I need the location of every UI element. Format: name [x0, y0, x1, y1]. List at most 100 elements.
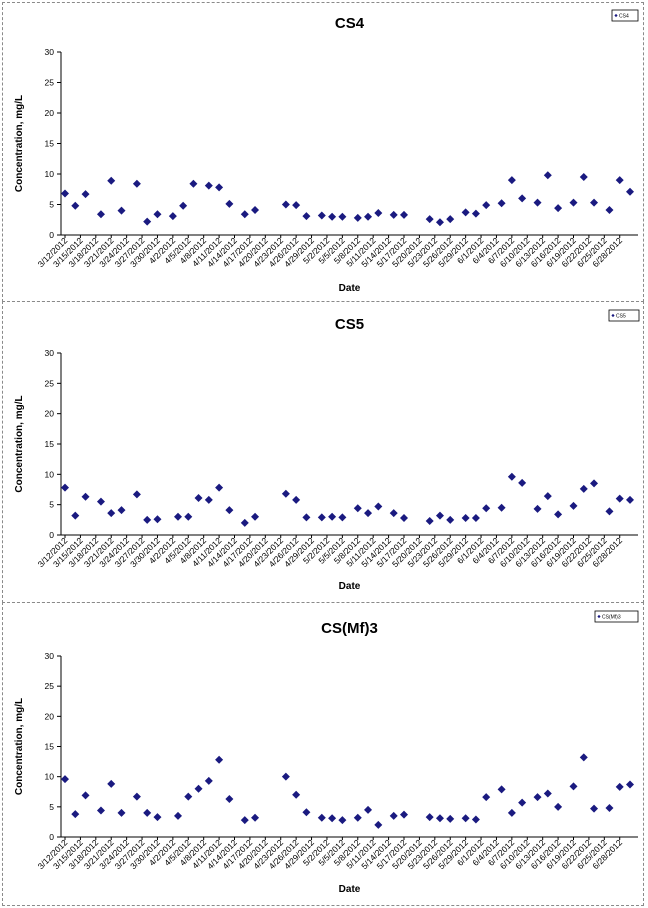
- y-tick-label: 15: [45, 439, 55, 449]
- data-point: [281, 772, 290, 781]
- data-point: [425, 215, 434, 224]
- data-point: [225, 506, 234, 515]
- data-point: [353, 813, 362, 822]
- data-point: [132, 792, 141, 801]
- data-point: [225, 199, 234, 208]
- data-point: [71, 201, 80, 210]
- data-point: [543, 171, 552, 180]
- data-point: [317, 211, 326, 220]
- data-point: [240, 518, 249, 527]
- data-point: [569, 501, 578, 510]
- data-point: [292, 495, 301, 504]
- y-tick-label: 5: [49, 200, 54, 210]
- data-point: [81, 492, 90, 501]
- data-point: [174, 811, 182, 820]
- data-point: [579, 173, 588, 182]
- data-point: [292, 790, 301, 799]
- data-point: [184, 792, 193, 801]
- x-axis-label: Date: [339, 884, 361, 895]
- data-point: [96, 497, 105, 506]
- y-tick-label: 25: [45, 681, 55, 691]
- data-point: [497, 503, 506, 512]
- chart-title: CS5: [335, 316, 364, 333]
- data-point: [328, 512, 337, 521]
- data-point: [605, 205, 614, 214]
- data-point: [615, 494, 624, 503]
- data-point: [533, 793, 542, 802]
- data-point: [364, 805, 373, 814]
- data-point: [302, 808, 311, 817]
- data-point: [153, 210, 162, 219]
- data-point: [194, 493, 203, 502]
- data-point: [626, 495, 634, 504]
- data-point: [153, 813, 162, 822]
- chart-title: CS4: [335, 15, 365, 32]
- data-point: [518, 798, 527, 807]
- legend-box: [594, 610, 639, 623]
- data-point: [482, 201, 491, 210]
- data-point: [471, 209, 480, 218]
- data-point: [81, 190, 90, 199]
- y-tick-label: 5: [49, 802, 54, 812]
- data-point: [61, 189, 69, 198]
- y-tick-label: 10: [45, 469, 55, 479]
- y-tick-label: 30: [45, 47, 55, 57]
- data-point: [554, 510, 563, 519]
- y-tick-label: 0: [49, 230, 54, 240]
- data-point: [204, 181, 213, 190]
- data-point: [107, 509, 116, 518]
- data-point: [497, 785, 506, 794]
- data-point: [168, 212, 177, 221]
- data-point: [435, 218, 444, 227]
- data-point: [353, 213, 362, 222]
- data-point: [281, 489, 290, 498]
- data-point: [61, 775, 69, 784]
- data-point: [554, 802, 563, 811]
- data-point: [302, 212, 311, 221]
- data-point: [518, 478, 527, 487]
- data-point: [435, 814, 444, 823]
- data-point: [507, 808, 516, 817]
- data-point: [143, 515, 152, 524]
- data-point: [107, 176, 116, 185]
- legend-label: CS(Mf)3: [602, 614, 621, 620]
- data-point: [364, 509, 373, 518]
- data-point: [533, 504, 542, 513]
- data-point: [251, 512, 260, 521]
- y-tick-label: 15: [45, 139, 55, 149]
- data-point: [374, 820, 383, 829]
- y-tick-label: 5: [49, 500, 54, 510]
- y-tick-label: 20: [45, 409, 55, 419]
- chart-panel: CS4 Concentration, mg/L 0 5 10 15 20 25 30 3/12/2…: [2, 2, 644, 302]
- x-axis-label: Date: [339, 581, 361, 592]
- data-point: [471, 514, 480, 523]
- chart-panel: CS5 Concentration, mg/L 0 5 10 15 20 25 30 3/12/2…: [2, 301, 644, 603]
- data-point: [400, 810, 408, 819]
- data-point: [461, 514, 470, 523]
- data-point: [507, 176, 516, 185]
- data-point: [590, 198, 599, 207]
- chart-panel-frame: [2, 602, 644, 906]
- data-point: [471, 815, 480, 824]
- data-point: [615, 782, 624, 791]
- y-tick-label: 0: [49, 530, 54, 540]
- data-point: [374, 209, 383, 218]
- data-point: [543, 789, 552, 798]
- y-tick-label: 25: [45, 78, 55, 88]
- legend-marker: [611, 313, 615, 318]
- y-axis-label: Concentration, mg/L: [14, 95, 25, 192]
- data-point: [554, 204, 563, 213]
- data-point: [626, 187, 634, 196]
- data-point: [338, 513, 347, 522]
- data-point: [605, 507, 614, 516]
- data-point: [96, 210, 105, 219]
- data-point: [400, 514, 408, 523]
- data-point: [425, 813, 434, 822]
- data-point: [107, 779, 116, 788]
- data-point: [194, 784, 203, 793]
- data-point: [590, 479, 599, 488]
- y-axis-label: Concentration, mg/L: [14, 698, 25, 795]
- legend-box: [608, 309, 640, 322]
- data-point: [543, 492, 552, 501]
